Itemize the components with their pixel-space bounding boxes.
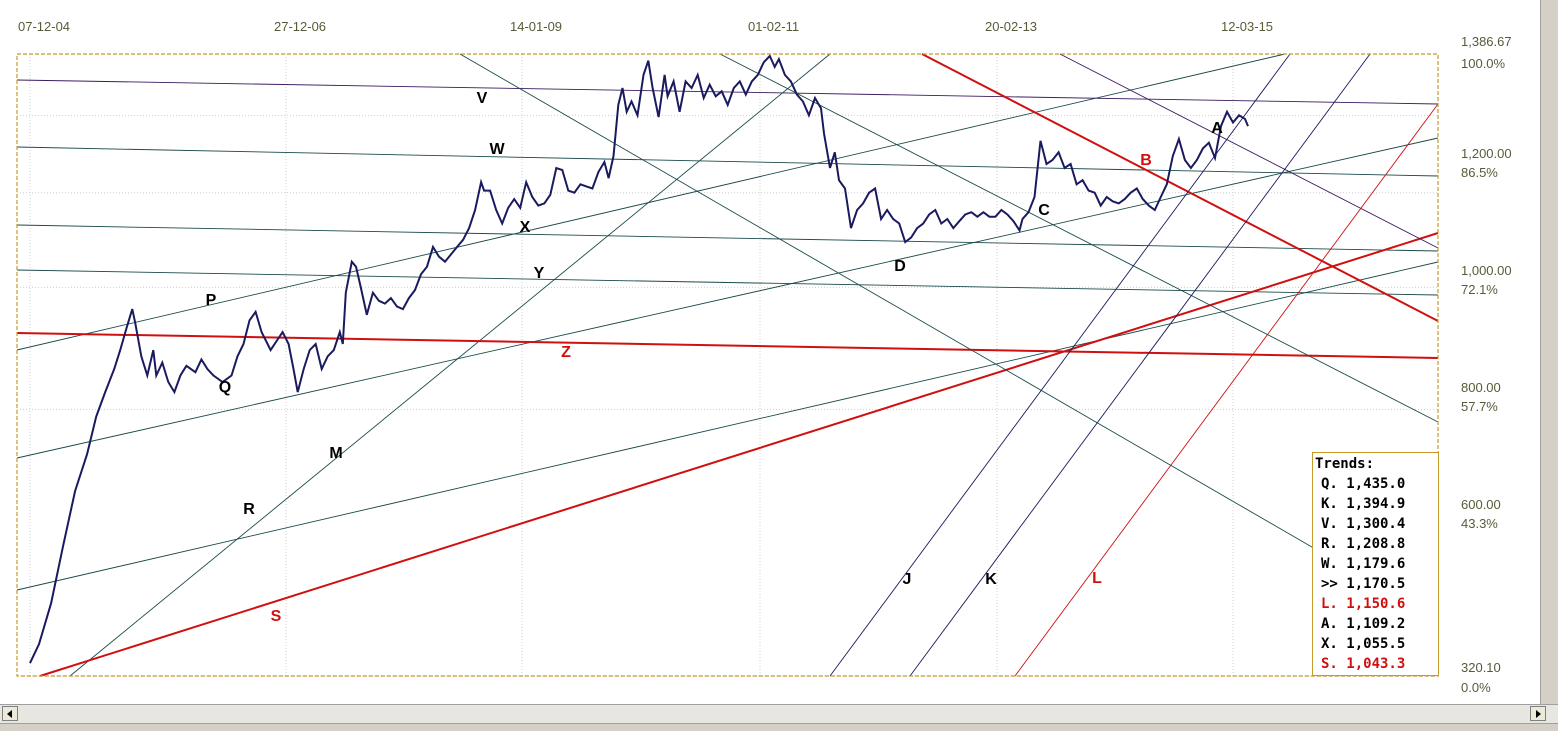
percent-tick-label: 57.7% <box>1461 399 1498 414</box>
trend-row: V. 1,300.4 <box>1321 516 1406 532</box>
line-label-s: S <box>271 608 282 625</box>
chart-background <box>0 0 1540 704</box>
line-label-b: B <box>1140 152 1152 169</box>
percent-tick-label: 43.3% <box>1461 516 1498 531</box>
trends-legend: Trends: Q. 1,435.0 K. 1,394.9 V. 1,300.4 R.… <box>1312 452 1439 676</box>
trend-line-q <box>16 137 1439 459</box>
price-tick-label: 800.00 <box>1461 380 1501 395</box>
vertical-scroll-track[interactable] <box>1540 0 1558 704</box>
line-label-z: Z <box>561 344 571 361</box>
line-label-r: R <box>243 501 255 518</box>
trend-row: R. 1,208.8 <box>1321 536 1406 552</box>
trend-row: W. 1,179.6 <box>1321 556 1406 572</box>
line-label-a: A <box>1211 120 1223 137</box>
percent-tick-label: 0.0% <box>1461 680 1491 695</box>
percent-tick-label: 100.0% <box>1461 56 1506 71</box>
x-tick-label: 20-02-13 <box>985 19 1037 34</box>
line-label-d: D <box>894 258 906 275</box>
trend-line-c <box>719 53 1439 423</box>
trend-line-p <box>16 53 1286 351</box>
line-label-x: X <box>520 219 531 236</box>
trend-line-j <box>829 53 1291 677</box>
trend-line-l <box>1014 103 1439 677</box>
trend-line-m <box>69 53 831 677</box>
arrow-right-icon <box>1536 710 1541 718</box>
line-label-y: Y <box>534 265 545 282</box>
trend-line-b <box>921 53 1439 322</box>
price-tick-label: 1,000.00 <box>1461 263 1512 278</box>
line-label-l: L <box>1092 570 1102 587</box>
price-series-line <box>29 54 1249 664</box>
trend-line-y <box>16 269 1439 296</box>
percent-tick-label: 86.5% <box>1461 165 1498 180</box>
trend-line-z <box>16 332 1439 359</box>
trend-line-w <box>16 146 1439 177</box>
price-tick-label: 1,200.00 <box>1461 146 1512 161</box>
percent-tick-label: 72.1% <box>1461 282 1498 297</box>
trend-row: L. 1,150.6 <box>1321 596 1406 612</box>
trend-line-v <box>16 79 1439 105</box>
trend-row: >> 1,170.5 <box>1321 576 1406 592</box>
line-label-p: P <box>206 292 217 309</box>
trend-line-x <box>16 224 1439 252</box>
line-label-j: J <box>903 571 912 588</box>
x-tick-label: 27-12-06 <box>274 19 326 34</box>
trend-row: S. 1,043.3 <box>1321 656 1406 672</box>
trend-line-d <box>459 53 1439 621</box>
chart-canvas: 07-12-04 27-12-06 14-01-09 01-02-11 20-02-13… <box>0 0 1540 704</box>
y-axis-labels: 1,386.67 1,200.00 1,000.00 800.00 600.00 320.… <box>1461 34 1512 695</box>
price-tick-label: 1,386.67 <box>1461 34 1512 49</box>
scroll-right-button[interactable] <box>1530 706 1546 721</box>
arrow-left-icon <box>7 710 12 718</box>
plot-border <box>16 53 1439 677</box>
x-tick-label: 07-12-04 <box>18 19 70 34</box>
line-label-m: M <box>329 445 342 462</box>
line-label-k: K <box>985 571 997 588</box>
trend-row: K. 1,394.9 <box>1321 496 1406 512</box>
trend-row: A. 1,109.2 <box>1321 616 1406 632</box>
x-axis-labels: 07-12-04 27-12-06 14-01-09 01-02-11 20-02-13… <box>18 19 1273 34</box>
trend-line-labels: V W X Y P Z Q M R S B A C D J K L <box>206 90 1224 625</box>
line-label-w: W <box>489 141 505 158</box>
price-tick-label: 320.10 <box>1461 660 1501 675</box>
trend-row: X. 1,055.5 <box>1321 636 1406 652</box>
trend-line-k <box>909 53 1371 677</box>
trend-line-r <box>16 261 1439 591</box>
trends-title: Trends: <box>1315 456 1375 472</box>
x-tick-label: 14-01-09 <box>510 19 562 34</box>
scroll-left-button[interactable] <box>2 706 18 721</box>
horizontal-scrollbar[interactable] <box>0 704 1558 724</box>
price-tick-label: 600.00 <box>1461 497 1501 512</box>
x-tick-label: 01-02-11 <box>748 19 799 34</box>
trend-row: Q. 1,435.0 <box>1321 476 1406 492</box>
line-label-c: C <box>1038 202 1050 219</box>
trend-line-a <box>1059 53 1439 249</box>
trend-line-s <box>39 232 1439 677</box>
line-label-q: Q <box>219 379 231 396</box>
line-label-v: V <box>477 90 488 107</box>
trend-lines <box>16 53 1439 677</box>
x-tick-label: 12-03-15 <box>1221 19 1273 34</box>
